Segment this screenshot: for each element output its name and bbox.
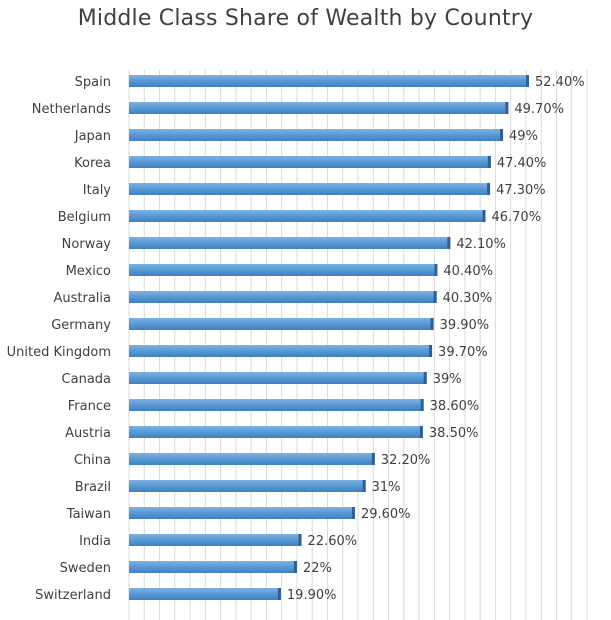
bar bbox=[129, 291, 437, 303]
data-label: 39.90% bbox=[440, 318, 490, 333]
data-label: 46.70% bbox=[491, 210, 541, 225]
bar-end-cap bbox=[371, 453, 375, 465]
data-label: 40.30% bbox=[443, 291, 493, 306]
bar bbox=[129, 561, 297, 573]
bar bbox=[129, 426, 423, 438]
bar-end-cap bbox=[487, 156, 491, 168]
data-label: 47.30% bbox=[496, 183, 546, 198]
category-label: China bbox=[74, 453, 111, 468]
category-label: France bbox=[68, 399, 111, 414]
bar-end-cap bbox=[447, 237, 451, 249]
bar-end-cap bbox=[423, 372, 427, 384]
category-label: Spain bbox=[75, 75, 111, 90]
bar bbox=[129, 588, 281, 600]
category-label: Belgium bbox=[58, 210, 111, 225]
category-label: Brazil bbox=[75, 480, 111, 495]
data-label: 49.70% bbox=[514, 102, 564, 117]
bar-end-cap bbox=[482, 210, 486, 222]
data-label: 38.50% bbox=[429, 426, 479, 441]
category-label: Netherlands bbox=[32, 102, 111, 117]
bar-end-cap bbox=[430, 318, 434, 330]
category-label: Italy bbox=[83, 183, 112, 198]
bar bbox=[129, 156, 491, 168]
category-label: Mexico bbox=[66, 264, 111, 279]
category-label: Australia bbox=[53, 291, 111, 306]
data-label: 40.40% bbox=[443, 264, 493, 279]
data-label: 38.60% bbox=[430, 399, 480, 414]
bar bbox=[129, 345, 433, 357]
bar-end-cap bbox=[420, 399, 424, 411]
bar bbox=[129, 183, 491, 195]
bar-end-cap bbox=[500, 129, 504, 141]
data-label: 47.40% bbox=[497, 156, 547, 171]
category-label: Norway bbox=[62, 237, 112, 252]
bar bbox=[129, 264, 438, 276]
data-label: 39% bbox=[433, 372, 462, 387]
chart-title: Middle Class Share of Wealth by Country bbox=[77, 6, 534, 31]
data-label: 22% bbox=[303, 561, 332, 576]
category-label: Austria bbox=[65, 426, 111, 441]
bar-end-cap bbox=[298, 534, 302, 546]
bar-end-cap bbox=[526, 75, 529, 87]
labels: Spain 52.40% Netherlands 49.70% Japan 49% Kore… bbox=[7, 75, 585, 603]
bar-end-cap bbox=[429, 345, 433, 357]
category-label: Japan bbox=[74, 129, 111, 144]
bar-end-cap bbox=[434, 264, 438, 276]
bar bbox=[129, 237, 451, 249]
category-label: Sweden bbox=[60, 561, 111, 576]
bar-end-cap bbox=[419, 426, 423, 438]
data-label: 29.60% bbox=[361, 507, 411, 522]
bar bbox=[129, 75, 529, 87]
category-label: Canada bbox=[62, 372, 111, 387]
bar bbox=[129, 480, 366, 492]
bar bbox=[129, 129, 504, 141]
bar-end-cap bbox=[487, 183, 491, 195]
data-label: 32.20% bbox=[381, 453, 431, 468]
bars bbox=[129, 75, 529, 600]
data-label: 42.10% bbox=[456, 237, 506, 252]
bar-end-cap bbox=[505, 102, 509, 114]
bar-end-cap bbox=[351, 507, 355, 519]
data-label: 49% bbox=[509, 129, 538, 144]
bar-end-cap bbox=[293, 561, 297, 573]
category-label: India bbox=[79, 534, 111, 549]
category-label: Taiwan bbox=[66, 507, 111, 522]
bar-end-cap bbox=[433, 291, 437, 303]
bar bbox=[129, 318, 434, 330]
bar bbox=[129, 453, 375, 465]
bar bbox=[129, 534, 302, 546]
category-label: United Kingdom bbox=[7, 345, 111, 360]
bar bbox=[129, 399, 424, 411]
bar-end-cap bbox=[362, 480, 366, 492]
data-label: 39.70% bbox=[438, 345, 488, 360]
data-label: 22.60% bbox=[308, 534, 358, 549]
bar bbox=[129, 507, 355, 519]
bar bbox=[129, 102, 509, 114]
category-label: Germany bbox=[51, 318, 111, 333]
data-label: 31% bbox=[372, 480, 401, 495]
data-label: 52.40% bbox=[535, 75, 585, 90]
bar-end-cap bbox=[277, 588, 281, 600]
category-label: Switzerland bbox=[35, 588, 111, 603]
bar bbox=[129, 372, 427, 384]
data-label: 19.90% bbox=[287, 588, 337, 603]
bar bbox=[129, 210, 486, 222]
category-label: Korea bbox=[74, 156, 111, 171]
